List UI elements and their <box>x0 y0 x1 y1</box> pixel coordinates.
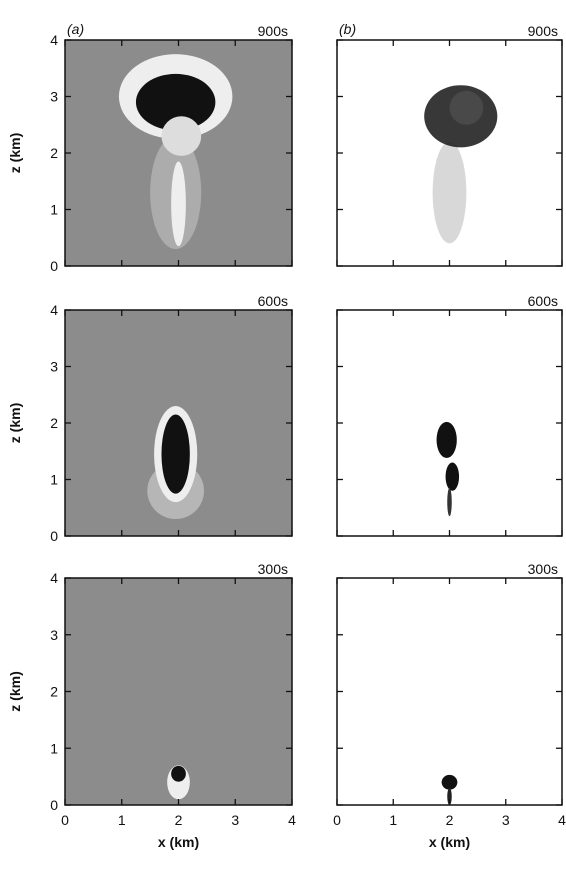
x-tick-label: 1 <box>118 812 126 828</box>
plume <box>171 161 186 247</box>
plume <box>171 765 186 782</box>
time-label: 300s <box>258 561 288 577</box>
panel-background <box>337 578 562 805</box>
time-label: 600s <box>258 293 288 309</box>
panel: 0 1 2 3 4 300s x (km) <box>333 561 566 850</box>
y-axis-label: z (km) <box>7 133 23 173</box>
x-tick-label: 4 <box>558 812 566 828</box>
plume <box>135 73 216 131</box>
x-tick-label: 4 <box>288 812 296 828</box>
panel-label: (b) <box>339 21 356 37</box>
x-tick-label: 0 <box>61 812 69 828</box>
plume <box>436 421 457 459</box>
plume <box>161 116 202 156</box>
y-tick-label: 0 <box>50 258 58 274</box>
plume <box>447 487 452 517</box>
plume <box>445 462 460 491</box>
panel: (b) 900s <box>336 21 563 267</box>
x-tick-label: 2 <box>446 812 454 828</box>
panel: 0 1 2 3 4 (a) 900s z (km) <box>7 21 293 274</box>
panel: 600s <box>336 293 563 537</box>
plume <box>432 141 467 244</box>
y-tick-label: 1 <box>50 472 58 488</box>
panel-label: (a) <box>67 21 84 37</box>
plume <box>161 414 190 494</box>
y-tick-label: 0 <box>50 528 58 544</box>
plume <box>441 774 458 790</box>
x-tick-label: 0 <box>333 812 341 828</box>
y-tick-label: 4 <box>50 570 58 586</box>
y-tick-label: 1 <box>50 740 58 756</box>
x-tick-label: 1 <box>389 812 397 828</box>
x-tick-label: 3 <box>502 812 510 828</box>
plume <box>449 90 484 125</box>
y-tick-label: 3 <box>50 359 58 375</box>
x-tick-label: 2 <box>175 812 183 828</box>
time-label: 300s <box>528 561 558 577</box>
plume <box>447 787 452 805</box>
x-axis-label: x (km) <box>429 834 470 850</box>
y-axis-label: z (km) <box>7 671 23 711</box>
y-tick-label: 4 <box>50 302 58 318</box>
time-label: 900s <box>528 23 558 39</box>
panel: 0 1 2 3 4 0 1 2 3 4 300s z (km) x (km) <box>7 561 296 850</box>
x-tick-label: 3 <box>231 812 239 828</box>
y-tick-label: 2 <box>50 415 58 431</box>
y-tick-label: 2 <box>50 684 58 700</box>
y-tick-label: 4 <box>50 32 58 48</box>
time-label: 600s <box>528 293 558 309</box>
y-tick-label: 1 <box>50 202 58 218</box>
y-axis-label: z (km) <box>7 403 23 443</box>
y-tick-label: 0 <box>50 797 58 813</box>
y-tick-label: 2 <box>50 145 58 161</box>
panel: 0 1 2 3 4 600s z (km) <box>7 293 293 544</box>
time-label: 900s <box>258 23 288 39</box>
y-tick-label: 3 <box>50 627 58 643</box>
x-axis-label: x (km) <box>158 834 199 850</box>
y-tick-label: 3 <box>50 89 58 105</box>
